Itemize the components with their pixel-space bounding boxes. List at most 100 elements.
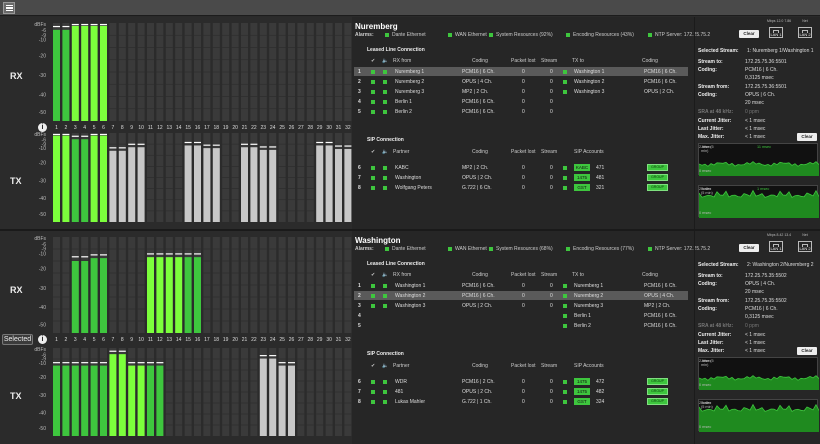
studio-name: Nuremberg [355,22,398,31]
tx-meter-bar [71,139,79,222]
sip-group-button[interactable]: GROUP [647,398,668,405]
leased-row[interactable]: 1 Washington 1 PCM16 | 6 Ch. 0 0 Nuremberg 1 P… [354,281,688,290]
sip-group-button[interactable]: GROUP [647,388,668,395]
tx-meter-bar [288,365,295,436]
scale-label: dBFs [34,236,46,242]
sip-row[interactable]: 6 WDR PCM16 | 2 Ch. 0 0 1475 472 GROUP [354,377,688,386]
sip-row[interactable]: 8 Wolfgang Peters G.722 | 6 Ch. 0 0 GST 321 GRO… [354,183,688,192]
sip-account-badge[interactable]: 1475 [574,174,590,181]
leased-row[interactable]: 2 Washington 2 PCM16 | 6 Ch. 0 0 Nuremberg 2 O… [354,291,688,300]
channel-label: 16 [195,125,201,131]
alarm-text: System Resources (68%) [496,246,553,252]
hamburger-icon[interactable] [3,2,15,14]
rx-meter-peak [71,23,79,26]
sip-number: 321 [596,185,605,191]
clear-jitter-button[interactable]: Clear [797,133,817,141]
sip-group-button[interactable]: GROUP [647,164,668,171]
jitter-graph: Jitter (5 min) 2 msec 0 msec [698,357,819,390]
sip-group-button[interactable]: GROUP [647,378,668,385]
sip-group-button[interactable]: GROUP [647,174,668,181]
status-led-icon [383,176,387,180]
channel-label: 18 [214,337,220,343]
tx-meter-bar [203,148,211,222]
tx-meter-bar [62,365,70,436]
channel-label: 17 [204,125,210,131]
packet-lost: 0 [522,283,525,289]
leased-row[interactable]: 3 Nuremberg 3 MP2 | 2 Ch. 0 0 Washington 3 OPU… [354,87,688,96]
scale-label: -40 [39,196,46,202]
tx-meter-bar [81,139,89,222]
sip-account-badge[interactable]: GST [574,184,590,191]
leased-row[interactable]: 1 Nuremberg 1 PCM16 | 6 Ch. 0 0 Washington 1 P… [354,67,688,76]
tx-meter-peak [109,147,117,149]
channel-label: 9 [130,125,133,131]
tx-meter-peak [62,133,70,136]
lan-status: Net LAN 2 [796,233,814,253]
leased-row[interactable]: 4 Berlin 1 PCM16 | 6 Ch. [354,311,688,320]
coding: PCM16 | 6 Ch. [462,283,495,289]
status-led-icon [371,294,375,298]
channel-label: 25 [279,337,285,343]
tx-meter-bar [156,365,164,436]
max-jitter-label: Max. Jitter: [698,348,725,354]
info-icon[interactable]: i [38,123,47,132]
header-packet: Packet lost [511,272,536,278]
sip-row[interactable]: 7 481 OPUS | 2 Ch. 0 0 1475 482 GROUP [354,387,688,396]
stream-detail: Selected Stream: 2: Washington 2/Nurember… [698,231,820,443]
sip-group-button[interactable]: GROUP [647,184,668,191]
stream-from: 172.25.75.36:5501 [745,84,787,90]
tx-meter-bar [250,147,258,222]
tx-meter-bar [259,358,267,436]
buffer-graph-title: Buffer (5 min) [701,187,713,195]
scale-label: -10 [39,146,46,152]
rx-meter-peak [53,25,60,28]
leased-header: ✔ 🔈 RX from Coding Packet lost Stream TX to Cod… [354,56,688,65]
row-number: 6 [358,165,361,171]
clear-alarms-button[interactable]: Clear [739,244,759,252]
tx-meter-bar [269,358,277,436]
leased-row[interactable]: 5 Berlin 2 PCM16 | 6 Ch. 0 0 [354,107,688,116]
sip-row[interactable]: 6 KABC MP2 | 2 Ch. 0 0 KABC 471 GROUP [354,163,688,172]
jitter-graph-top: 2 msec [699,359,712,363]
tx-meter-bar [137,147,145,222]
sip-account-badge[interactable]: 1475 [574,378,590,385]
channel-label: 19 [223,337,229,343]
header-stream: Stream [541,272,558,278]
tx-meter-peak [100,133,107,136]
rx-meter-peak [194,253,201,255]
clear-jitter-button[interactable]: Clear [797,347,817,355]
sip-number: 472 [596,379,605,385]
tx-meter-peak [203,144,211,146]
scale-label: -30 [39,286,46,292]
column-divider [694,17,695,229]
leased-row[interactable]: 3 Washington 3 OPUS | 2 Ch. 0 0 Nuremberg 3 MP… [354,301,688,310]
sip-account-badge[interactable]: 1475 [574,388,590,395]
scale-label: -10 [39,361,46,367]
alarm-text: WAN Ethernet [455,246,487,252]
selected-button[interactable]: Selected [2,334,33,345]
tx-to: Nuremberg 2 [574,293,604,299]
status-led-icon [383,80,387,84]
leased-row[interactable]: 4 Berlin 1 PCM16 | 6 Ch. 0 0 [354,97,688,106]
clear-alarms-button[interactable]: Clear [739,30,759,38]
sip-account-badge[interactable]: GST [574,398,590,405]
sip-row[interactable]: 7 Washington OPUS | 2 Ch. 0 0 1475 481 GROUP [354,173,688,182]
status-led-icon [371,176,375,180]
tx-label: TX [10,391,22,401]
sip-number: 471 [596,165,605,171]
buffer-graph-line [699,403,819,412]
tx-to: Berlin 1 [574,313,591,319]
info-icon[interactable]: i [38,335,47,344]
alarm-led-icon [648,247,652,251]
leased-row[interactable]: 2 Nuremberg 2 OPUS | 4 Ch. 0 0 Washington 2 PC… [354,77,688,86]
channel-label: 27 [298,125,304,131]
leased-row[interactable]: 5 Berlin 2 PCM16 | 6 Ch. [354,321,688,330]
packet-lost: 0 [522,79,525,85]
tx-coding: PCM16 | 6 Ch. [644,283,677,289]
sip-row[interactable]: 8 Lukas Mahler G.722 | 1 Ch. 0 0 GST 324 GROUP [354,397,688,406]
channel-label: 27 [298,337,304,343]
channel-label: 32 [345,125,351,131]
network-icon: LAN 2 [798,27,812,38]
alarm-text: Encoding Resources (77%) [573,246,634,252]
sip-account-badge[interactable]: KABC [574,164,590,171]
